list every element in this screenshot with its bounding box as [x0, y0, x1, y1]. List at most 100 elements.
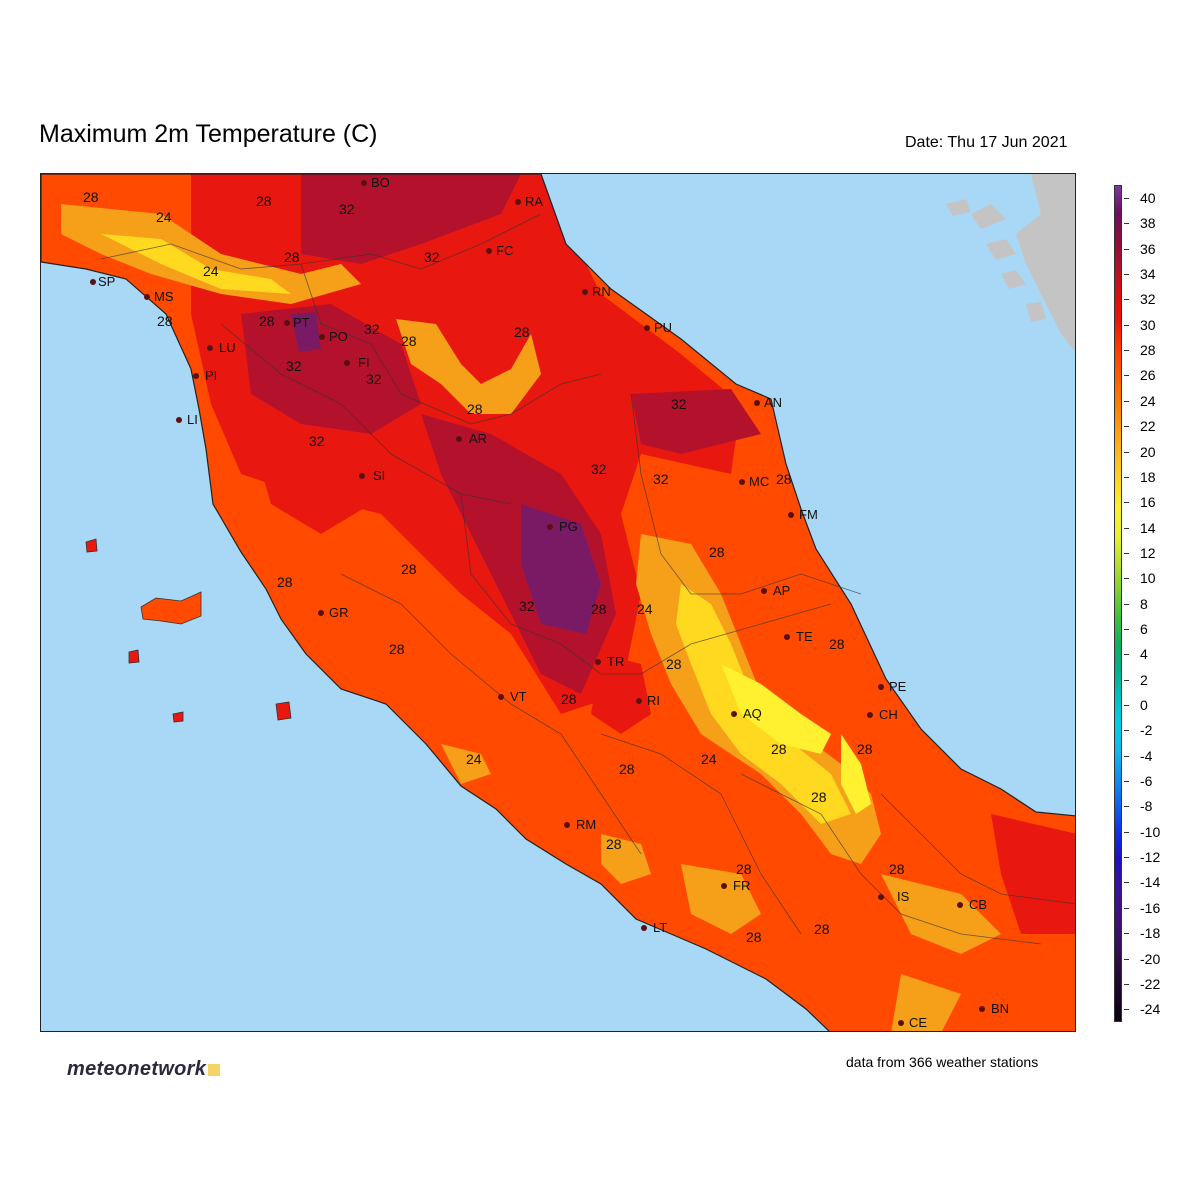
legend-label: -16 — [1140, 899, 1161, 916]
contour-label: 32 — [364, 321, 380, 337]
svg-text:LU: LU — [219, 340, 236, 355]
city-marker: SP — [90, 274, 115, 289]
contour-label: 28 — [401, 561, 417, 577]
legend-label: -20 — [1140, 950, 1161, 967]
contour-label: 24 — [637, 601, 653, 617]
island-shape — [1001, 270, 1026, 289]
svg-text:AQ: AQ — [743, 706, 762, 721]
legend-label: -14 — [1140, 874, 1161, 891]
city-marker: VT — [498, 689, 527, 704]
legend-tick — [1124, 248, 1129, 250]
legend-label: -18 — [1140, 925, 1161, 942]
meteonetwork-logo: meteonetwork — [67, 1058, 221, 1081]
contour-label: 32 — [366, 371, 382, 387]
svg-text:TR: TR — [607, 654, 624, 669]
contour-label: 28 — [746, 929, 762, 945]
contour-label: 28 — [256, 193, 272, 209]
contour-label: 28 — [467, 401, 483, 417]
legend-label: 22 — [1140, 418, 1156, 435]
city-marker: CH — [867, 707, 898, 722]
city-marker: SI — [359, 468, 385, 483]
contour-label: 28 — [709, 544, 725, 560]
contour-label: 28 — [814, 921, 830, 937]
svg-text:FC: FC — [496, 243, 513, 258]
island-capraia — [85, 538, 98, 553]
city-marker: FC — [486, 243, 513, 258]
legend-tick — [1124, 806, 1129, 808]
city-marker: MC — [739, 474, 769, 489]
city-marker: RN — [582, 284, 611, 299]
svg-text:AP: AP — [773, 583, 790, 598]
legend-label: 12 — [1140, 544, 1156, 561]
legend-tick — [1124, 451, 1129, 453]
legend-label: 2 — [1140, 671, 1148, 688]
legend-tick — [1124, 958, 1129, 960]
island-shape — [1026, 302, 1046, 322]
legend-label: 16 — [1140, 494, 1156, 511]
contour-label: 32 — [519, 598, 535, 614]
city-marker: RA — [515, 194, 543, 209]
contour-label: 28 — [889, 861, 905, 877]
city-marker: FI — [344, 355, 370, 370]
island-montecristo — [172, 711, 184, 723]
city-marker: PG — [547, 519, 578, 534]
legend-tick — [1124, 502, 1129, 504]
city-marker: AP — [761, 583, 790, 598]
contour-label: 28 — [401, 333, 417, 349]
city-marker: AN — [754, 395, 782, 410]
legend-label: 38 — [1140, 215, 1156, 232]
contour-label: 32 — [286, 358, 302, 374]
svg-text:BN: BN — [991, 1001, 1009, 1016]
legend-tick — [1124, 857, 1129, 859]
legend-label: 26 — [1140, 367, 1156, 384]
svg-text:PG: PG — [559, 519, 578, 534]
city-marker: PU — [644, 320, 672, 335]
svg-text:RM: RM — [576, 817, 596, 832]
legend-label: 14 — [1140, 519, 1156, 536]
svg-text:BO: BO — [371, 175, 390, 190]
svg-text:RN: RN — [592, 284, 611, 299]
city-marker: PO — [319, 329, 348, 344]
elba-island — [140, 591, 202, 625]
city-marker: PT — [284, 315, 310, 330]
svg-text:PO: PO — [329, 329, 348, 344]
legend-tick — [1124, 578, 1129, 580]
city-marker: LT — [641, 920, 667, 935]
svg-text:PI: PI — [205, 368, 217, 383]
croatia-land — [1016, 174, 1075, 352]
temperature-fields — [61, 174, 1075, 1031]
contour-label: 32 — [424, 249, 440, 265]
legend-label: -12 — [1140, 849, 1161, 866]
city-marker: TE — [784, 629, 813, 644]
city-marker: PI — [193, 368, 217, 383]
legend-label: 18 — [1140, 468, 1156, 485]
legend-label: -6 — [1140, 773, 1153, 790]
contour-label: 24 — [701, 751, 717, 767]
svg-text:PU: PU — [654, 320, 672, 335]
legend-tick — [1124, 654, 1129, 656]
province-boundaries — [100, 213, 1075, 945]
city-marker: AR — [456, 431, 487, 446]
legend-tick — [1124, 983, 1129, 985]
svg-text:FM: FM — [799, 507, 818, 522]
svg-text:GR: GR — [329, 605, 349, 620]
legend-tick — [1124, 552, 1129, 554]
city-marker: LU — [207, 340, 236, 355]
svg-text:IS: IS — [897, 889, 910, 904]
contour-label: 28 — [619, 761, 635, 777]
legend-tick — [1124, 755, 1129, 757]
temperature-map: 28 24 28 32 24 28 32 28 28 32 32 28 32 3… — [40, 173, 1076, 1032]
legend-tick — [1124, 299, 1129, 301]
legend-label: -22 — [1140, 975, 1161, 992]
svg-text:PE: PE — [889, 679, 907, 694]
city-marker: FM — [788, 507, 818, 522]
island-shape — [986, 239, 1016, 260]
island-pianosa — [128, 649, 140, 664]
contour-label: 28 — [857, 741, 873, 757]
svg-text:SI: SI — [373, 468, 385, 483]
legend-tick — [1124, 705, 1129, 706]
legend-label: 28 — [1140, 342, 1156, 359]
stations-count-text: data from 366 weather stations — [846, 1054, 1039, 1070]
legend-tick — [1124, 1009, 1129, 1011]
legend-tick — [1124, 679, 1129, 681]
